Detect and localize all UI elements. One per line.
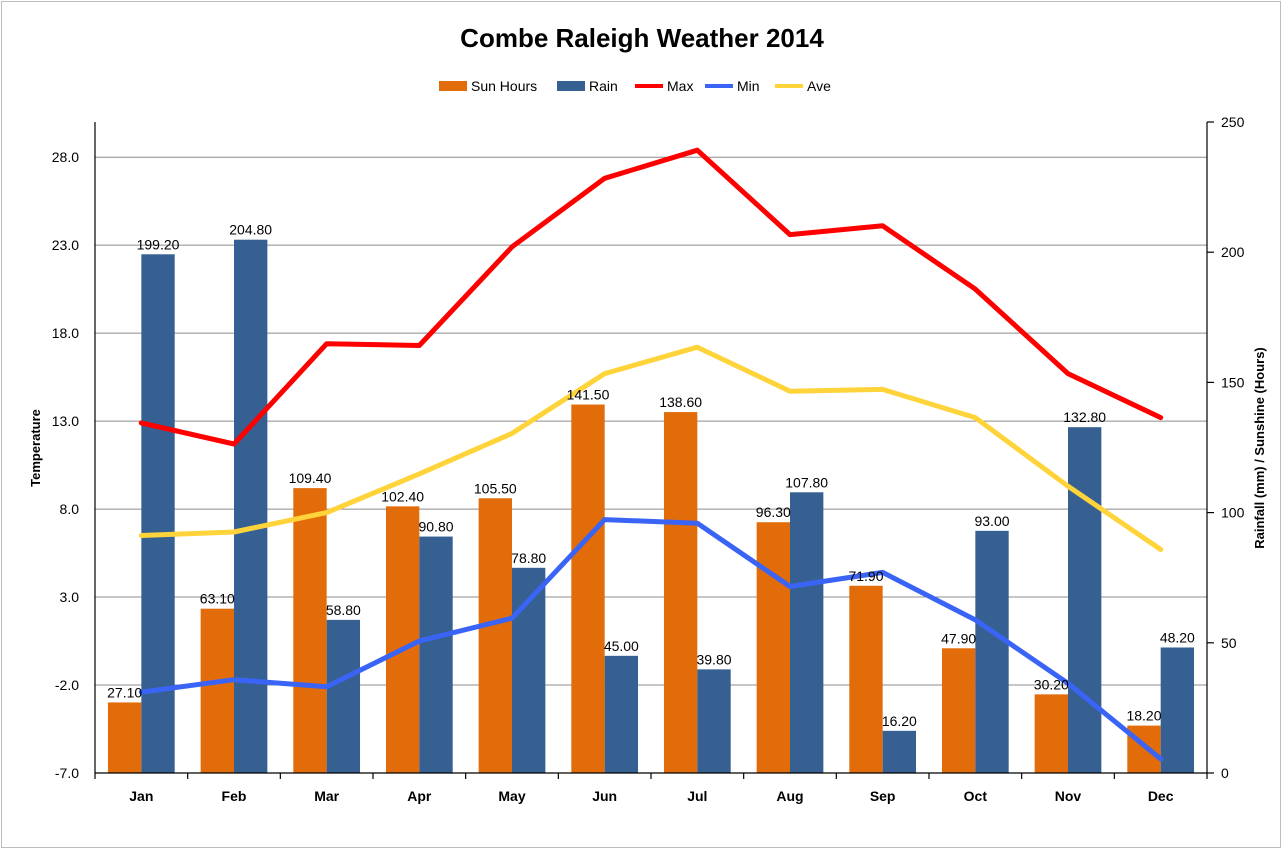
y-right-tick-label: 250	[1221, 114, 1245, 130]
y-right-tick-label: 150	[1221, 374, 1245, 390]
bar-data-label: 93.00	[974, 513, 1009, 529]
bar-data-label: 18.20	[1126, 708, 1161, 724]
bar-data-label: 109.40	[289, 470, 332, 486]
bar-data-label: 30.20	[1034, 676, 1069, 692]
bar-data-label: 39.80	[696, 651, 731, 667]
bar-sun-hours	[571, 404, 605, 773]
lines	[138, 147, 1164, 762]
chart-title: Combe Raleigh Weather 2014	[460, 23, 824, 53]
y-axis-left-label: Temperature	[28, 409, 43, 487]
y-left-tick-label: 3.0	[60, 589, 80, 605]
bar-rain	[1068, 427, 1102, 773]
legend-item-sun-hours: Sun Hours	[439, 78, 537, 94]
x-tick-label: Jul	[687, 788, 707, 804]
bar-data-label: 199.20	[137, 236, 180, 252]
bar-sun-hours	[385, 506, 420, 773]
bar-data-label: 132.80	[1063, 409, 1106, 425]
y-right-tick-label: 50	[1221, 635, 1237, 651]
legend-swatch	[557, 81, 585, 91]
bar-rain	[697, 669, 731, 773]
x-tick-label: Jun	[592, 788, 617, 804]
line-max	[138, 147, 1164, 447]
bar-sun-hours	[107, 702, 142, 773]
axes: 28.0 23.0 18.0 13.0 8.0 3.0 -2.0 -7.0 250 200 150 1…	[52, 114, 1245, 804]
data-labels: 27.10 63.10 109.40 102.40 105.50 141.50 138.60…	[107, 222, 1195, 729]
bar-sun-hours	[941, 648, 976, 773]
y-left-tick-label: 8.0	[60, 501, 80, 517]
legend-label: Ave	[807, 78, 831, 94]
bar-sun-hours	[1034, 694, 1068, 773]
bar-data-label: 141.50	[567, 387, 610, 403]
bar-data-label: 27.10	[107, 684, 142, 700]
bar-data-label: 58.80	[326, 602, 361, 618]
x-tick-label: Feb	[222, 788, 247, 804]
bar-data-label: 63.10	[200, 591, 235, 607]
bar-data-label: 78.80	[511, 550, 546, 566]
bar-data-label: 138.60	[659, 394, 702, 410]
x-tick-label: Apr	[407, 788, 432, 804]
legend: Sun Hours Rain Max Min Ave	[439, 78, 831, 94]
bar-data-label: 102.40	[381, 488, 424, 504]
bar-sun-hours	[478, 498, 512, 773]
legend-item-rain: Rain	[557, 78, 618, 94]
legend-item-ave: Ave	[775, 78, 831, 94]
bar-data-label: 96.30	[756, 504, 791, 520]
legend-label: Max	[667, 78, 693, 94]
bar-data-label: 47.90	[941, 630, 976, 646]
bar-rain	[790, 492, 824, 773]
bar-rain	[882, 730, 917, 773]
bar-data-label: 16.20	[882, 713, 917, 729]
x-tick-label: Oct	[964, 788, 988, 804]
line-ave	[138, 344, 1164, 552]
bar-data-label: 45.00	[604, 638, 639, 654]
bar-data-label: 90.80	[418, 519, 453, 535]
bar-sun-hours	[756, 522, 790, 773]
bar-data-label: 204.80	[229, 222, 272, 238]
bar-data-label: 105.50	[474, 480, 517, 496]
legend-item-max: Max	[635, 78, 693, 94]
line-min	[138, 517, 1164, 762]
bars	[107, 239, 1195, 773]
y-left-tick-label: -2.0	[55, 677, 79, 693]
x-tick-label: Sep	[870, 788, 896, 804]
legend-item-min: Min	[705, 78, 760, 94]
x-tick-label: Dec	[1148, 788, 1174, 804]
y-right-tick-label: 200	[1221, 244, 1245, 260]
y-left-tick-label: 13.0	[52, 413, 79, 429]
bar-sun-hours	[849, 585, 883, 773]
bar-data-label: 48.20	[1160, 629, 1195, 645]
x-tick-label: Jan	[129, 788, 153, 804]
y-left-tick-label: -7.0	[55, 765, 79, 781]
y-left-tick-label: 28.0	[52, 149, 79, 165]
legend-label: Min	[737, 78, 760, 94]
bar-sun-hours	[200, 608, 234, 773]
bar-rain	[234, 239, 268, 773]
legend-label: Sun Hours	[471, 78, 537, 94]
y-right-tick-label: 0	[1221, 765, 1229, 781]
y-axis-right-label: Rainfall (mm) / Sunshine (Hours)	[1252, 347, 1267, 549]
legend-label: Rain	[589, 78, 618, 94]
y-left-tick-label: 23.0	[52, 237, 79, 253]
bar-data-label: 107.80	[785, 474, 828, 490]
y-left-tick-label: 18.0	[52, 325, 79, 341]
bar-rain	[326, 619, 361, 773]
y-right-tick-label: 100	[1221, 505, 1245, 521]
x-tick-label: Nov	[1055, 788, 1082, 804]
x-tick-label: Aug	[776, 788, 803, 804]
x-tick-label: Mar	[314, 788, 339, 804]
bar-rain	[975, 530, 1009, 773]
bar-rain	[419, 536, 453, 773]
legend-swatch	[439, 81, 467, 91]
x-tick-label: May	[498, 788, 525, 804]
bar-data-label: 71.90	[848, 568, 883, 584]
bar-sun-hours	[663, 412, 698, 773]
bar-rain	[1160, 647, 1195, 773]
bar-rain	[604, 655, 639, 773]
bar-rain	[141, 254, 175, 773]
bar-sun-hours	[293, 488, 327, 773]
